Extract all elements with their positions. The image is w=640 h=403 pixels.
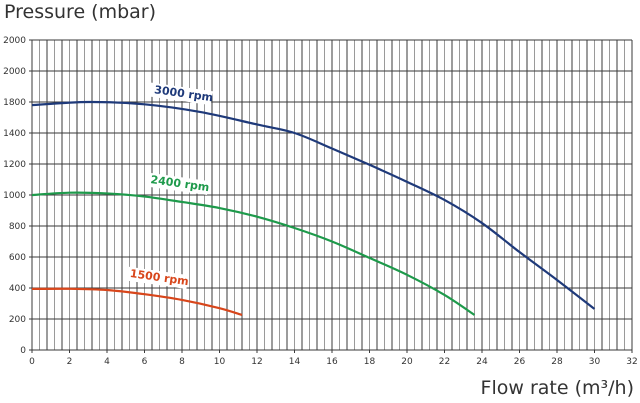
series-label-3000-rpm: 3000 rpm (149, 82, 214, 106)
series-label-background (149, 82, 213, 106)
x-tick-label: 22 (439, 357, 450, 367)
series-label-2400-rpm: 2400 rpm (145, 172, 210, 196)
x-tick-label: 16 (326, 357, 338, 367)
x-tick-label: 8 (179, 357, 185, 367)
series-label-background (145, 172, 209, 196)
y-tick-label: 1400 (3, 129, 26, 139)
y-tick-label: 600 (9, 253, 26, 263)
series-line-1500-rpm (31, 287, 243, 317)
x-tick-label: 30 (589, 357, 601, 367)
x-tick-label: 28 (551, 357, 563, 367)
y-axis-title: Pressure (mbar) (4, 1, 157, 23)
series-line-2400-rpm (31, 191, 476, 316)
x-tick-label: 32 (626, 357, 637, 367)
x-tick-label: 26 (514, 357, 526, 367)
y-tick-label: 1800 (3, 98, 26, 108)
y-tick-label: 2000 (3, 36, 26, 46)
x-tick-label: 24 (476, 357, 488, 367)
x-tick-label: 12 (251, 357, 262, 367)
y-tick-label: 400 (9, 284, 26, 294)
y-tick-label: 2000 (3, 67, 26, 77)
x-tick-label: 2 (67, 357, 73, 367)
x-tick-label: 4 (104, 357, 110, 367)
x-axis-title: Flow rate (m³/h) (480, 377, 634, 399)
x-tick-label: 20 (401, 357, 413, 367)
y-tick-label: 800 (9, 222, 26, 232)
x-tick-label: 6 (142, 357, 148, 367)
x-tick-label: 14 (289, 357, 301, 367)
x-tick-label: 0 (29, 357, 35, 367)
y-tick-label: 200 (9, 315, 26, 325)
x-tick-label: 10 (214, 357, 226, 367)
x-tick-label: 18 (364, 357, 376, 367)
y-tick-label: 1000 (3, 191, 26, 201)
series-line-3000-rpm (31, 100, 596, 310)
y-tick-label: 1200 (3, 160, 26, 170)
series-label-1500-rpm: 1500 rpm (124, 266, 190, 289)
series-label-background (124, 266, 189, 289)
y-tick-label: 0 (20, 346, 26, 356)
